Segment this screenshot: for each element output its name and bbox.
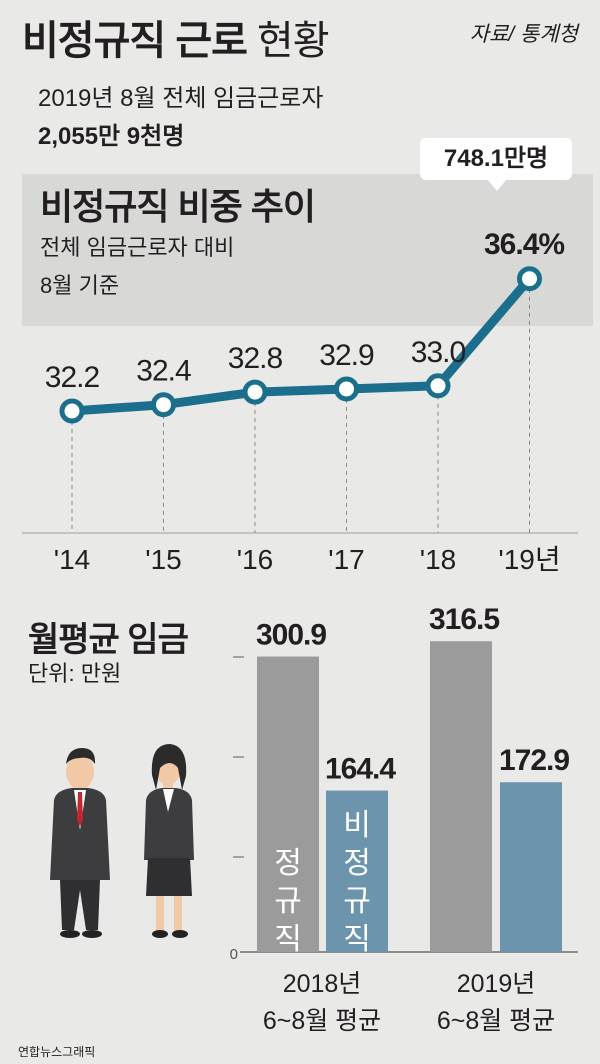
y-zero-label: 0 — [230, 946, 238, 963]
bar-value-label: 316.5 — [429, 603, 499, 636]
x-tick-label: '15 — [145, 544, 182, 575]
bar — [430, 641, 492, 952]
data-point — [242, 379, 268, 405]
bar-chart-title: 월평균 임금 — [28, 621, 189, 659]
data-label: 32.9 — [319, 339, 374, 372]
bar — [500, 782, 562, 952]
woman-illustration — [144, 744, 194, 938]
data-point — [334, 376, 359, 402]
data-label: 32.8 — [228, 342, 283, 375]
callout-tail — [487, 179, 507, 191]
line-chart: 32.2 32.4 32.8 32.9 33.0 '14 '15 '16 '17 '18 '19년 — [22, 266, 578, 575]
group-label: 2018년 — [283, 970, 362, 998]
x-tick-label: '17 — [328, 544, 365, 575]
data-point — [517, 266, 542, 292]
line-chart-header-box — [22, 174, 593, 326]
series-line — [71, 275, 533, 416]
x-tick-label: '19년 — [498, 544, 560, 575]
group-label: 6~8월 평균 — [437, 1007, 555, 1035]
bar-inline-label-regular: 직 — [274, 923, 302, 956]
page-title: 비정규직 근로 현황 — [22, 8, 330, 66]
bar-value-label: 172.9 — [499, 744, 569, 777]
bar-inline-label-irregular: 비 — [343, 809, 371, 842]
bar-inline-label-irregular: 직 — [343, 923, 371, 956]
data-point — [151, 392, 176, 418]
credit-label: 연합뉴스그래픽 — [18, 1045, 96, 1059]
x-tick-label: '18 — [420, 544, 457, 575]
title-bold: 비정규직 근로 — [22, 19, 248, 63]
bar-inline-label-irregular: 규 — [343, 885, 371, 918]
data-label: 32.2 — [45, 361, 100, 394]
x-tick-label: '16 — [237, 544, 274, 575]
bar — [326, 790, 388, 952]
subtitle-2: 2,055만 9천명 — [38, 123, 185, 150]
line-chart-subtitle-1: 전체 임금근로자 대비 — [40, 235, 235, 260]
bar-value-label: 300.9 — [256, 619, 326, 652]
group-label: 6~8월 평균 — [263, 1007, 381, 1035]
group-label: 2019년 — [457, 970, 536, 998]
data-label: 33.0 — [411, 336, 466, 369]
line-chart-subtitle-2: 8월 기준 — [40, 273, 120, 298]
last-value-label: 36.4% — [484, 228, 565, 261]
bar-inline-label-irregular: 정 — [343, 847, 371, 880]
source-label: 자료/ 통계청 — [469, 23, 578, 46]
bar-inline-label-regular: 규 — [274, 885, 302, 918]
bar-inline-label-regular: 정 — [274, 847, 302, 880]
bar-chart-unit: 단위: 만원 — [28, 661, 122, 686]
x-tick-label: '14 — [54, 544, 91, 575]
data-label: 32.4 — [136, 355, 191, 388]
bar — [257, 656, 319, 952]
line-chart-title: 비정규직 비중 추이 — [40, 186, 316, 227]
man-illustration — [50, 748, 110, 938]
callout-bubble: 748.1만명 — [420, 138, 572, 180]
title-light: 현황 — [256, 19, 330, 63]
subtitle-1: 2019년 8월 전체 임금근로자 — [38, 85, 324, 112]
data-point — [425, 373, 451, 399]
data-point — [59, 398, 85, 424]
bar-value-label: 164.4 — [325, 753, 396, 786]
